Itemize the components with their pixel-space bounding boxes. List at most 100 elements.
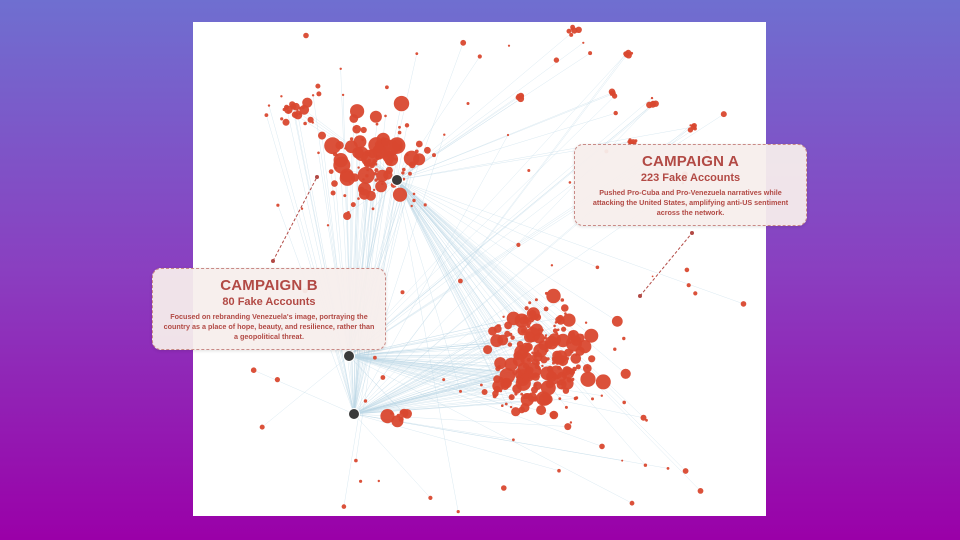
graph-node — [560, 298, 565, 302]
graph-node — [553, 57, 560, 63]
graph-node — [507, 342, 513, 347]
graph-node — [328, 169, 334, 175]
graph-node — [373, 355, 377, 360]
graph-node — [552, 328, 558, 334]
graph-node — [516, 377, 524, 384]
graph-edge — [261, 355, 350, 428]
graph-node — [350, 202, 356, 208]
graph-node — [372, 188, 376, 192]
graph-node — [690, 124, 696, 130]
graph-edge — [266, 115, 355, 415]
graph-node — [523, 314, 528, 319]
graph-node — [363, 160, 371, 168]
graph-node — [374, 162, 378, 166]
graph-node — [350, 104, 365, 119]
graph-node — [267, 104, 271, 107]
graph-edge — [253, 370, 355, 415]
graph-node — [515, 94, 521, 101]
graph-node — [650, 96, 654, 100]
graph-node — [570, 24, 575, 30]
graph-node — [483, 345, 493, 355]
graph-node — [458, 278, 463, 284]
graph-node — [298, 106, 302, 110]
graph-node — [510, 395, 513, 399]
graph-node — [527, 169, 531, 172]
campaign-b-callout: CAMPAIGN B 80 Fake Accounts Focused on r… — [152, 268, 386, 350]
graph-node — [632, 141, 635, 144]
graph-node — [352, 124, 361, 134]
graph-node — [353, 135, 367, 149]
graph-node — [402, 167, 406, 172]
graph-node — [546, 288, 561, 304]
graph-hub-node — [348, 408, 360, 420]
graph-edge — [396, 179, 575, 342]
graph-node — [480, 383, 483, 387]
graph-node — [561, 304, 569, 312]
graph-edge — [396, 30, 575, 181]
graph-node — [533, 383, 538, 387]
graph-node — [697, 488, 704, 494]
graph-node — [344, 147, 347, 150]
graph-node — [365, 174, 369, 178]
graph-node — [643, 463, 648, 467]
graph-node — [341, 504, 347, 509]
graph-node — [393, 95, 410, 112]
graph-node — [315, 83, 321, 89]
graph-node — [424, 146, 431, 154]
graph-node — [543, 306, 549, 312]
graph-node — [514, 392, 518, 396]
graph-node — [588, 51, 593, 56]
graph-node — [280, 117, 284, 121]
graph-node — [284, 104, 289, 110]
graph-node — [558, 397, 562, 400]
graph-node — [550, 264, 554, 267]
graph-node — [400, 290, 405, 295]
graph-node — [534, 364, 540, 370]
graph-node — [459, 389, 462, 393]
graph-node — [383, 170, 393, 180]
graph-hub-node — [343, 350, 355, 362]
graph-node — [686, 283, 691, 288]
graph-edge — [396, 125, 408, 181]
graph-node — [572, 366, 577, 372]
graph-node — [493, 324, 502, 333]
graph-edge — [348, 355, 403, 413]
graph-node — [326, 224, 330, 227]
graph-node — [341, 93, 345, 97]
graph-node — [301, 106, 305, 110]
graph-node — [566, 339, 570, 343]
graph-node — [290, 103, 297, 110]
graph-node — [375, 122, 379, 126]
graph-node — [385, 85, 389, 90]
graph-node — [274, 377, 280, 383]
graph-edge — [396, 112, 616, 181]
graph-node — [498, 377, 504, 382]
graph-node — [622, 336, 626, 341]
graph-node — [408, 171, 412, 176]
graph-node — [494, 357, 507, 370]
graph-node — [504, 402, 508, 406]
graph-node — [456, 510, 460, 514]
graph-node — [286, 109, 291, 114]
graph-nodes — [250, 24, 747, 514]
graph-node — [531, 386, 538, 394]
graph-node — [580, 371, 596, 387]
graph-node — [423, 203, 427, 207]
graph-node — [506, 133, 510, 137]
graph-node — [570, 353, 582, 364]
graph-node — [620, 368, 631, 379]
graph-node — [443, 133, 446, 136]
graph-node — [540, 366, 554, 381]
graph-node — [377, 479, 380, 483]
graph-node — [569, 349, 574, 354]
graph-node — [404, 123, 410, 128]
graph-node — [477, 54, 482, 59]
graph-edge — [353, 413, 431, 499]
graph-node — [640, 414, 647, 421]
graph-edge — [396, 179, 598, 268]
graph-node — [492, 394, 497, 399]
graph-edge — [396, 179, 536, 386]
graph-node — [553, 324, 556, 328]
graph-node — [622, 400, 626, 405]
graph-node — [561, 326, 567, 332]
